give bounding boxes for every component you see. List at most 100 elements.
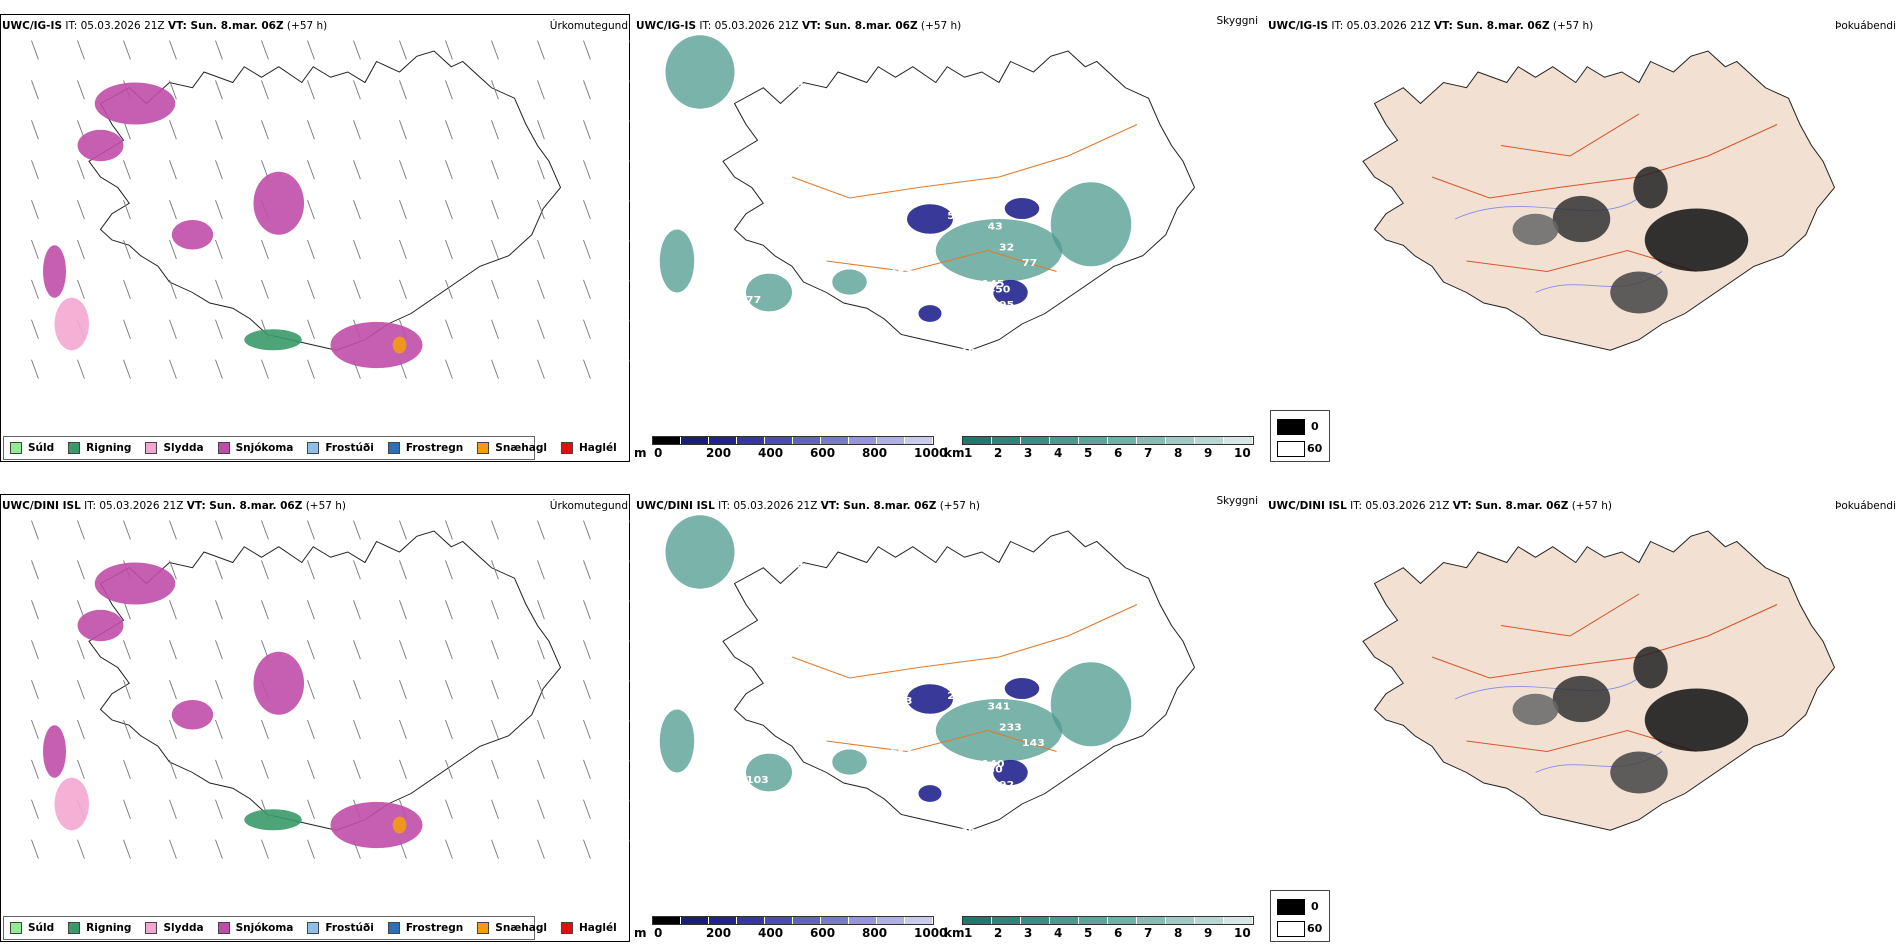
wind-barb <box>307 679 315 700</box>
wind-barb <box>353 199 361 220</box>
wind-barb <box>353 560 361 580</box>
precip-area <box>244 329 302 351</box>
cloud-base-label: 49 <box>1005 790 1020 801</box>
wind-barb <box>353 520 361 540</box>
legend-item: Frostregn <box>387 922 463 934</box>
wind-barb <box>445 759 453 779</box>
panel-title: Úrkomutegund <box>549 20 628 32</box>
colorbar-tick: 10 <box>1234 926 1251 940</box>
cloud-base-area <box>907 204 953 234</box>
colorbar-strip <box>652 916 934 925</box>
model-name: UWC/IG-IS <box>2 20 63 32</box>
map-layer <box>31 520 630 859</box>
wind-barb <box>261 759 269 779</box>
fog-area <box>1644 208 1749 272</box>
wind-barb <box>215 120 223 140</box>
colorbar-tick: 5 <box>1084 446 1093 460</box>
precip-area <box>94 82 176 125</box>
legend-item: Haglél <box>560 922 617 934</box>
precip-legend: Súld Rigning Slydda Snjókoma Frostúði Frostre… <box>3 916 617 940</box>
wind-barb <box>169 640 177 660</box>
visibility-area <box>665 515 735 589</box>
wind-barb <box>31 719 39 740</box>
wind-barb <box>123 40 131 60</box>
wind-barb <box>215 199 223 220</box>
legend-label: Snæhagl <box>495 442 547 454</box>
panel-title: Þokuábendi <box>1835 500 1896 512</box>
precip-area <box>77 609 124 642</box>
wind-barb <box>491 120 499 140</box>
wind-barb <box>491 679 499 700</box>
legend-swatch <box>145 922 158 934</box>
panel-title: Skyggni <box>1216 15 1259 27</box>
colorbar-tick: 1 <box>964 446 973 460</box>
wind-barb <box>537 640 545 660</box>
wind-barb <box>583 40 591 60</box>
model-name: UWC/DINI ISL <box>1268 500 1347 512</box>
wind-barb <box>353 160 361 180</box>
cloud-base-label: 307 <box>717 126 740 137</box>
cloud-base-label: 93 <box>758 617 773 628</box>
fog-index-map <box>1362 530 1836 831</box>
wind-barb <box>583 839 591 859</box>
colorbar-tick: 600 <box>810 446 836 460</box>
cloud-base-label: 78 <box>867 258 882 269</box>
wind-barb <box>491 719 499 740</box>
precip-area <box>253 171 305 235</box>
wind-barb <box>77 359 85 379</box>
wind-barb <box>307 80 315 100</box>
wind-barb <box>123 199 131 220</box>
cloud-base-area <box>1004 198 1040 219</box>
wind-barb <box>77 160 85 180</box>
colorbar-tick: 800 <box>862 926 888 940</box>
fog-label-high: 60 <box>1307 922 1323 935</box>
legend-label: Frostregn <box>405 442 464 454</box>
wind-barb <box>629 719 630 723</box>
visibility-area <box>935 218 1063 282</box>
wind-barb <box>353 719 361 740</box>
fog-swatch-black <box>1277 419 1305 435</box>
wind-barb <box>629 560 630 564</box>
legend-item: Rigning <box>68 922 131 934</box>
panel-header: UWC/IG-IS IT: 05.03.2026 21Z VT: Sun. 8.… <box>2 20 327 32</box>
wind-barb <box>583 640 591 660</box>
wind-barb <box>491 759 499 779</box>
wind-barb <box>445 560 453 580</box>
wind-barb <box>445 199 453 220</box>
wind-barb <box>169 560 177 580</box>
wind-barb <box>169 319 177 339</box>
wind-barb <box>353 759 361 779</box>
lead-time: (+57 h) <box>1571 500 1613 512</box>
legend-label: Haglél <box>578 922 617 934</box>
wind-barb <box>583 359 591 379</box>
cloud-base-label: 28 <box>970 310 985 321</box>
legend-item: Slydda <box>145 922 204 934</box>
wind-barb <box>77 199 85 220</box>
wind-barb <box>491 359 499 379</box>
wind-barb <box>399 40 407 60</box>
cloud-base-label: 143 <box>1022 738 1045 749</box>
wind-barb <box>307 640 315 660</box>
panel-header: UWC/DINI ISL IT: 05.03.2026 21Z VT: Sun.… <box>2 500 346 512</box>
panel-header: UWC/DINI ISL IT: 05.03.2026 21Z VT: Sun.… <box>636 500 980 512</box>
wind-barb <box>169 600 177 620</box>
visibility-area <box>935 699 1063 762</box>
visibility-area <box>832 269 867 295</box>
wind-barb <box>445 239 453 260</box>
wind-barb <box>307 319 315 339</box>
wind-barb <box>399 600 407 620</box>
wind-barb <box>629 679 630 683</box>
cloud-base-label: 289 <box>947 690 970 701</box>
precip-area <box>43 725 66 778</box>
wind-barb <box>31 799 39 819</box>
colorbar-strip <box>962 436 1254 445</box>
legend-label: Slydda <box>163 922 204 934</box>
cloud-base-label: 146 <box>717 606 740 617</box>
wind-barb <box>399 759 407 779</box>
legend-swatch <box>68 922 81 934</box>
wind-barb <box>537 520 545 540</box>
fog-area <box>1610 751 1668 794</box>
wind-barb <box>491 279 499 299</box>
cloud-base-label: 126 <box>953 785 976 796</box>
wind-barb <box>169 239 177 260</box>
